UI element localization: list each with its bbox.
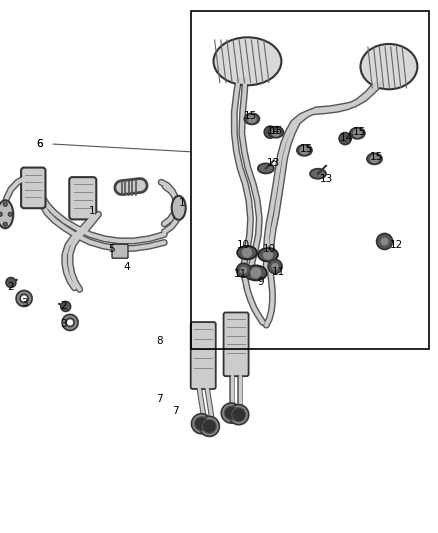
FancyBboxPatch shape [223, 312, 249, 376]
Text: 14: 14 [339, 133, 353, 142]
Ellipse shape [244, 114, 259, 124]
Circle shape [199, 416, 219, 437]
Text: 15: 15 [270, 126, 283, 135]
Ellipse shape [258, 248, 278, 262]
Circle shape [202, 419, 216, 433]
Text: 8: 8 [156, 336, 163, 346]
Text: 5: 5 [108, 245, 115, 254]
Circle shape [194, 417, 208, 431]
Circle shape [272, 128, 280, 136]
Circle shape [191, 414, 212, 434]
Ellipse shape [213, 37, 281, 85]
Text: 6: 6 [36, 139, 43, 149]
Circle shape [248, 115, 256, 123]
Circle shape [240, 267, 247, 273]
Circle shape [232, 408, 246, 422]
Text: 1: 1 [88, 206, 95, 215]
Circle shape [8, 212, 12, 216]
Circle shape [300, 146, 308, 155]
Ellipse shape [172, 196, 186, 220]
Ellipse shape [268, 127, 283, 138]
Bar [191, 11, 429, 349]
Text: 7: 7 [172, 407, 179, 416]
Circle shape [353, 129, 361, 138]
Text: 6: 6 [36, 139, 43, 149]
Circle shape [221, 403, 241, 423]
Circle shape [229, 405, 249, 425]
Circle shape [264, 126, 276, 138]
Text: 1: 1 [178, 198, 185, 207]
Text: 11: 11 [233, 270, 247, 279]
Text: 13: 13 [320, 174, 333, 183]
Circle shape [268, 260, 282, 273]
Circle shape [264, 251, 272, 259]
Circle shape [371, 155, 378, 163]
Ellipse shape [258, 164, 274, 173]
Ellipse shape [237, 246, 257, 260]
Text: 14: 14 [267, 126, 280, 135]
Circle shape [251, 268, 261, 278]
Circle shape [339, 133, 351, 144]
Ellipse shape [0, 200, 13, 228]
Circle shape [3, 222, 7, 227]
Circle shape [237, 263, 251, 277]
Circle shape [224, 406, 238, 420]
Circle shape [3, 202, 7, 206]
Circle shape [272, 263, 278, 270]
Text: 10: 10 [263, 245, 276, 254]
FancyBboxPatch shape [112, 244, 128, 258]
Text: 15: 15 [370, 152, 383, 162]
Circle shape [6, 278, 16, 287]
Text: 12: 12 [390, 240, 403, 250]
Ellipse shape [245, 265, 267, 280]
Text: 2: 2 [60, 302, 67, 311]
Circle shape [0, 212, 2, 216]
Ellipse shape [310, 169, 326, 179]
FancyBboxPatch shape [191, 322, 216, 389]
Text: 15: 15 [244, 111, 257, 121]
Circle shape [243, 248, 251, 257]
FancyBboxPatch shape [21, 167, 46, 208]
Text: 2: 2 [7, 282, 14, 292]
Circle shape [377, 233, 392, 249]
Text: 3: 3 [60, 319, 67, 328]
Ellipse shape [297, 145, 312, 156]
Ellipse shape [360, 44, 417, 89]
Text: 13: 13 [267, 158, 280, 167]
Text: 15: 15 [353, 127, 366, 137]
Text: 10: 10 [237, 240, 250, 250]
Ellipse shape [367, 154, 382, 164]
Text: 4: 4 [124, 262, 131, 271]
Text: 9: 9 [257, 278, 264, 287]
Text: 7: 7 [156, 394, 163, 403]
Ellipse shape [350, 128, 365, 139]
Text: 3: 3 [21, 298, 28, 308]
Text: 11: 11 [272, 267, 285, 277]
Text: 15: 15 [300, 144, 313, 154]
Circle shape [381, 238, 388, 245]
FancyBboxPatch shape [69, 177, 96, 220]
Circle shape [61, 302, 71, 311]
